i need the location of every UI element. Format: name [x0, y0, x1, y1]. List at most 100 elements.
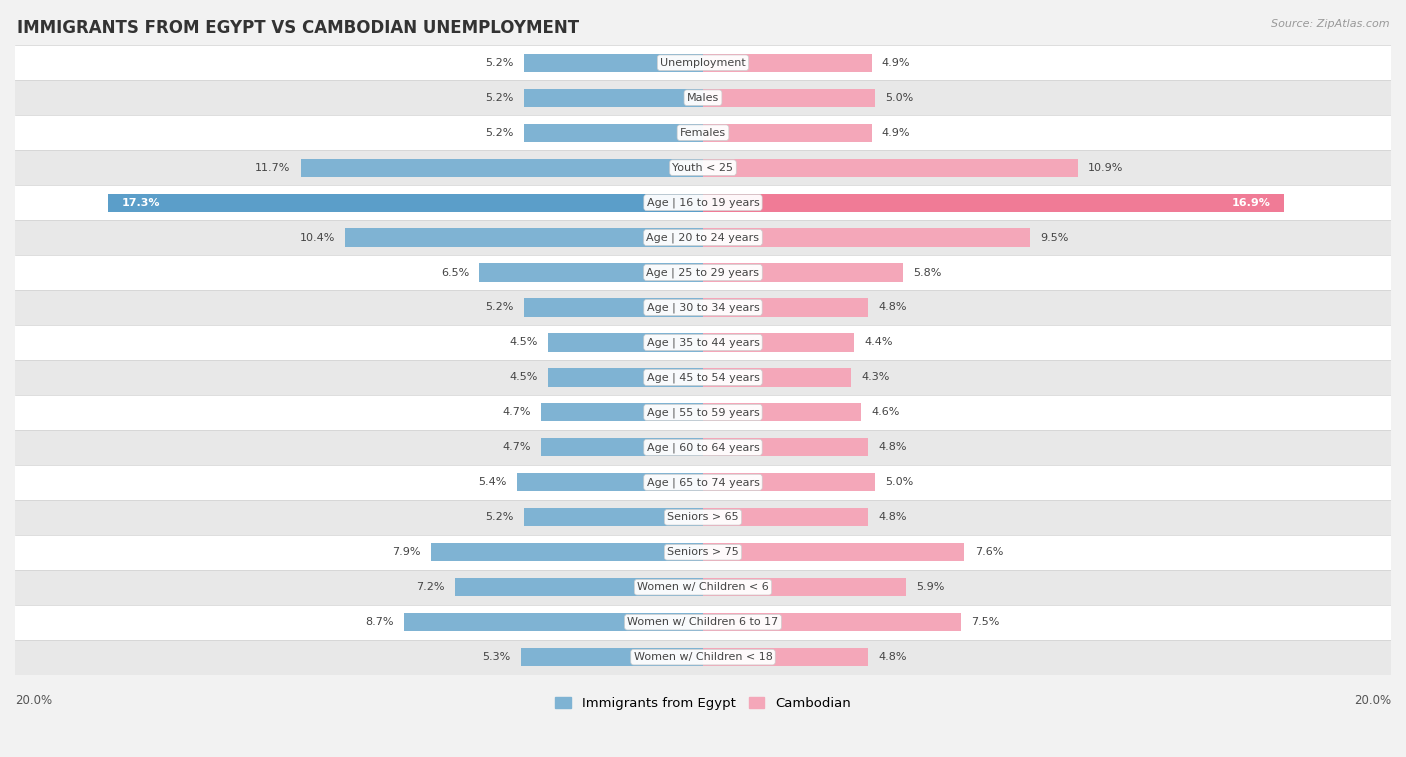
Bar — [404, 613, 703, 631]
Bar — [15, 45, 1391, 80]
Bar — [703, 438, 868, 456]
Text: Source: ZipAtlas.com: Source: ZipAtlas.com — [1271, 19, 1389, 29]
Bar — [15, 430, 1391, 465]
Text: Youth < 25: Youth < 25 — [672, 163, 734, 173]
Text: Age | 60 to 64 years: Age | 60 to 64 years — [647, 442, 759, 453]
Text: 20.0%: 20.0% — [15, 694, 52, 707]
Legend: Immigrants from Egypt, Cambodian: Immigrants from Egypt, Cambodian — [550, 691, 856, 715]
Text: 4.7%: 4.7% — [502, 442, 531, 453]
Bar — [346, 229, 703, 247]
Text: Seniors > 65: Seniors > 65 — [668, 512, 738, 522]
Bar — [703, 194, 1284, 212]
Bar — [517, 473, 703, 491]
Bar — [541, 403, 703, 422]
Text: 4.9%: 4.9% — [882, 128, 910, 138]
Text: 5.9%: 5.9% — [917, 582, 945, 592]
Bar — [15, 465, 1391, 500]
Text: 5.8%: 5.8% — [912, 267, 941, 278]
Bar — [15, 325, 1391, 360]
Bar — [548, 369, 703, 387]
Bar — [456, 578, 703, 597]
Bar — [15, 605, 1391, 640]
Text: 4.8%: 4.8% — [879, 652, 907, 662]
Bar — [703, 578, 905, 597]
Bar — [15, 80, 1391, 115]
Bar — [15, 534, 1391, 570]
Text: 4.9%: 4.9% — [882, 58, 910, 68]
Text: 9.5%: 9.5% — [1040, 232, 1069, 242]
Bar — [479, 263, 703, 282]
Text: Women w/ Children < 18: Women w/ Children < 18 — [634, 652, 772, 662]
Bar — [524, 54, 703, 72]
Bar — [703, 229, 1029, 247]
Bar — [108, 194, 703, 212]
Bar — [15, 500, 1391, 534]
Text: 7.2%: 7.2% — [416, 582, 446, 592]
Bar — [15, 220, 1391, 255]
Text: Age | 35 to 44 years: Age | 35 to 44 years — [647, 337, 759, 347]
Text: 4.5%: 4.5% — [509, 338, 538, 347]
Text: 5.0%: 5.0% — [886, 478, 914, 488]
Text: 5.2%: 5.2% — [485, 512, 513, 522]
Bar — [703, 613, 960, 631]
Text: 4.3%: 4.3% — [862, 372, 890, 382]
Text: 5.3%: 5.3% — [482, 652, 510, 662]
Bar — [541, 438, 703, 456]
Text: 4.8%: 4.8% — [879, 512, 907, 522]
Text: 8.7%: 8.7% — [366, 617, 394, 627]
Text: Women w/ Children < 6: Women w/ Children < 6 — [637, 582, 769, 592]
Text: 4.8%: 4.8% — [879, 303, 907, 313]
Text: 20.0%: 20.0% — [1354, 694, 1391, 707]
Bar — [15, 255, 1391, 290]
Text: Age | 25 to 29 years: Age | 25 to 29 years — [647, 267, 759, 278]
Text: 10.4%: 10.4% — [299, 232, 335, 242]
Bar — [703, 369, 851, 387]
Text: 4.5%: 4.5% — [509, 372, 538, 382]
Bar — [520, 648, 703, 666]
Text: Age | 30 to 34 years: Age | 30 to 34 years — [647, 302, 759, 313]
Bar — [15, 395, 1391, 430]
Bar — [703, 508, 868, 526]
Bar — [703, 298, 868, 316]
Bar — [703, 473, 875, 491]
Bar — [524, 508, 703, 526]
Bar — [524, 298, 703, 316]
Text: 16.9%: 16.9% — [1232, 198, 1271, 207]
Bar — [548, 333, 703, 351]
Text: Age | 55 to 59 years: Age | 55 to 59 years — [647, 407, 759, 418]
Text: 7.9%: 7.9% — [392, 547, 420, 557]
Bar — [703, 403, 862, 422]
Bar — [703, 54, 872, 72]
Bar — [524, 123, 703, 142]
Text: Age | 16 to 19 years: Age | 16 to 19 years — [647, 198, 759, 208]
Text: 5.4%: 5.4% — [478, 478, 508, 488]
Bar — [703, 123, 872, 142]
Text: 4.6%: 4.6% — [872, 407, 900, 417]
Text: Age | 45 to 54 years: Age | 45 to 54 years — [647, 372, 759, 383]
Text: Unemployment: Unemployment — [661, 58, 745, 68]
Text: 5.2%: 5.2% — [485, 128, 513, 138]
Text: Women w/ Children 6 to 17: Women w/ Children 6 to 17 — [627, 617, 779, 627]
Text: 5.0%: 5.0% — [886, 92, 914, 103]
Text: IMMIGRANTS FROM EGYPT VS CAMBODIAN UNEMPLOYMENT: IMMIGRANTS FROM EGYPT VS CAMBODIAN UNEMP… — [17, 19, 579, 37]
Text: 5.2%: 5.2% — [485, 92, 513, 103]
Text: 4.7%: 4.7% — [502, 407, 531, 417]
Text: Females: Females — [681, 128, 725, 138]
Bar — [15, 185, 1391, 220]
Text: 7.6%: 7.6% — [974, 547, 1002, 557]
Bar — [703, 333, 855, 351]
Text: 4.8%: 4.8% — [879, 442, 907, 453]
Bar — [15, 115, 1391, 150]
Bar — [432, 543, 703, 562]
Bar — [301, 158, 703, 176]
Bar — [703, 543, 965, 562]
Bar — [15, 290, 1391, 325]
Bar — [703, 89, 875, 107]
Bar — [703, 158, 1078, 176]
Bar — [15, 640, 1391, 674]
Text: 17.3%: 17.3% — [122, 198, 160, 207]
Text: Males: Males — [688, 92, 718, 103]
Text: 5.2%: 5.2% — [485, 303, 513, 313]
Text: Age | 20 to 24 years: Age | 20 to 24 years — [647, 232, 759, 243]
Bar — [703, 648, 868, 666]
